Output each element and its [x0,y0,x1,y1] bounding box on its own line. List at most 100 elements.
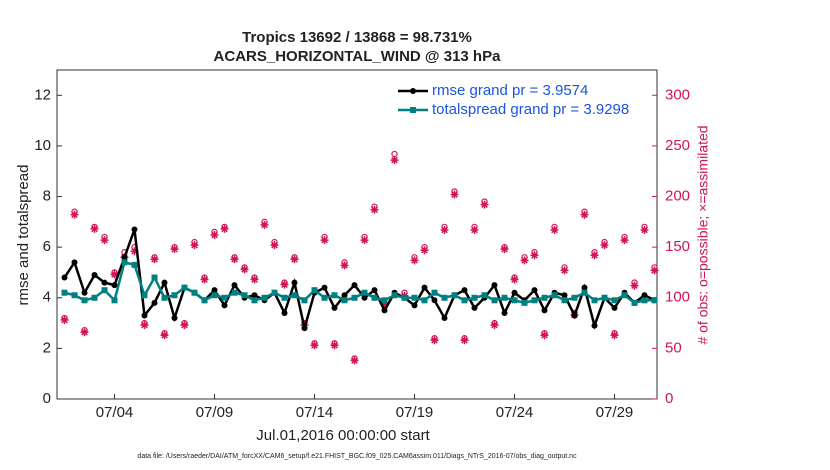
series-marker [331,292,338,299]
obs-assimilated [410,256,419,265]
series-marker [331,304,338,311]
series-marker [61,274,68,281]
series-marker [351,294,358,301]
obs-assimilated [110,270,119,279]
series-marker [171,315,178,322]
y-tick-label: 6 [43,238,51,255]
obs-assimilated [430,336,439,345]
obs-assimilated [370,205,379,214]
y-tick-label: 4 [43,289,51,306]
obs-assimilated [500,245,509,254]
series-marker [641,297,648,304]
series-marker [301,325,308,332]
series-marker [341,292,348,299]
obs-assimilated [640,225,649,234]
series-marker [321,294,328,301]
legend-label: totalspread grand pr = 3.9298 [432,101,629,118]
series-marker [601,294,608,301]
obs-assimilated [160,331,169,340]
series-marker [651,297,658,304]
y-tick-label: 12 [34,86,51,103]
series-marker [461,297,468,304]
series-marker [561,292,568,299]
series-marker [81,289,88,296]
series-marker [461,287,468,294]
series-marker [281,294,288,301]
series-marker [501,294,508,301]
series-marker [61,289,68,296]
obs-assimilated [150,255,159,264]
obs-assimilated [270,241,279,250]
series-marker [471,304,478,311]
series-marker [511,297,518,304]
x-tick-label: 07/24 [496,404,534,421]
series-marker [611,304,618,311]
series-marker [421,297,428,304]
x-tick-label: 07/29 [596,404,634,421]
series-marker [421,284,428,291]
series-marker [631,299,638,306]
obs-assimilated [200,275,209,284]
series-marker [521,299,528,306]
y2-tick-label: 100 [665,289,690,306]
series-marker [81,297,88,304]
series-marker [361,289,368,296]
obs-assimilated [230,255,239,264]
series-marker [561,297,568,304]
chart-subtitle: ACARS_HORIZONTAL_WIND @ 313 hPa [214,48,502,65]
series-marker [141,292,148,299]
series-marker [571,312,578,319]
series-marker [371,287,378,294]
series-marker [171,292,178,299]
obs-assimilated [60,316,69,325]
obs-assimilated [140,321,149,330]
series-marker [341,297,348,304]
series-marker [321,284,328,291]
series-marker [291,279,298,286]
y-tick-label: 0 [43,390,51,407]
series-marker [101,287,108,294]
obs-assimilated [210,231,219,240]
series-marker [481,292,488,299]
y2-tick-label: 250 [665,137,690,154]
obs-assimilated [240,265,249,274]
series-marker [151,274,158,281]
series-marker [371,294,378,301]
series-marker [91,294,98,301]
obs-assimilated [190,241,199,250]
obs-assimilated [390,156,399,165]
x-tick-label: 07/19 [396,404,434,421]
obs-assimilated [100,236,109,245]
obs-assimilated [510,275,519,284]
series-marker [191,289,198,296]
series-marker [231,289,238,296]
series-marker [251,297,258,304]
series-marker [451,292,458,299]
series-marker [361,294,368,301]
series-marker [241,292,248,299]
obs-assimilated [420,246,429,255]
obs-assimilated [360,236,369,245]
obs-assimilated [350,356,359,365]
series-marker [131,226,138,233]
obs-assimilated [540,331,549,340]
obs-assimilated [470,225,479,234]
obs-assimilated [460,336,469,345]
obs-assimilated [310,341,319,350]
series-marker [431,297,438,304]
x-tick-label: 07/09 [196,404,234,421]
obs-assimilated [180,321,189,330]
obs-assimilated [530,251,539,260]
series-marker [261,294,268,301]
obs-assimilated [290,255,299,264]
obs-assimilated [90,224,99,233]
chart-title: Tropics 13692 / 13868 = 98.731% [242,29,472,46]
series-marker [121,259,128,266]
obs-assimilated [450,190,459,199]
obs-assimilated [220,224,229,233]
series-marker [111,282,118,289]
obs-assimilated [580,210,589,219]
y2-tick-label: 200 [665,188,690,205]
series-marker [271,289,278,296]
